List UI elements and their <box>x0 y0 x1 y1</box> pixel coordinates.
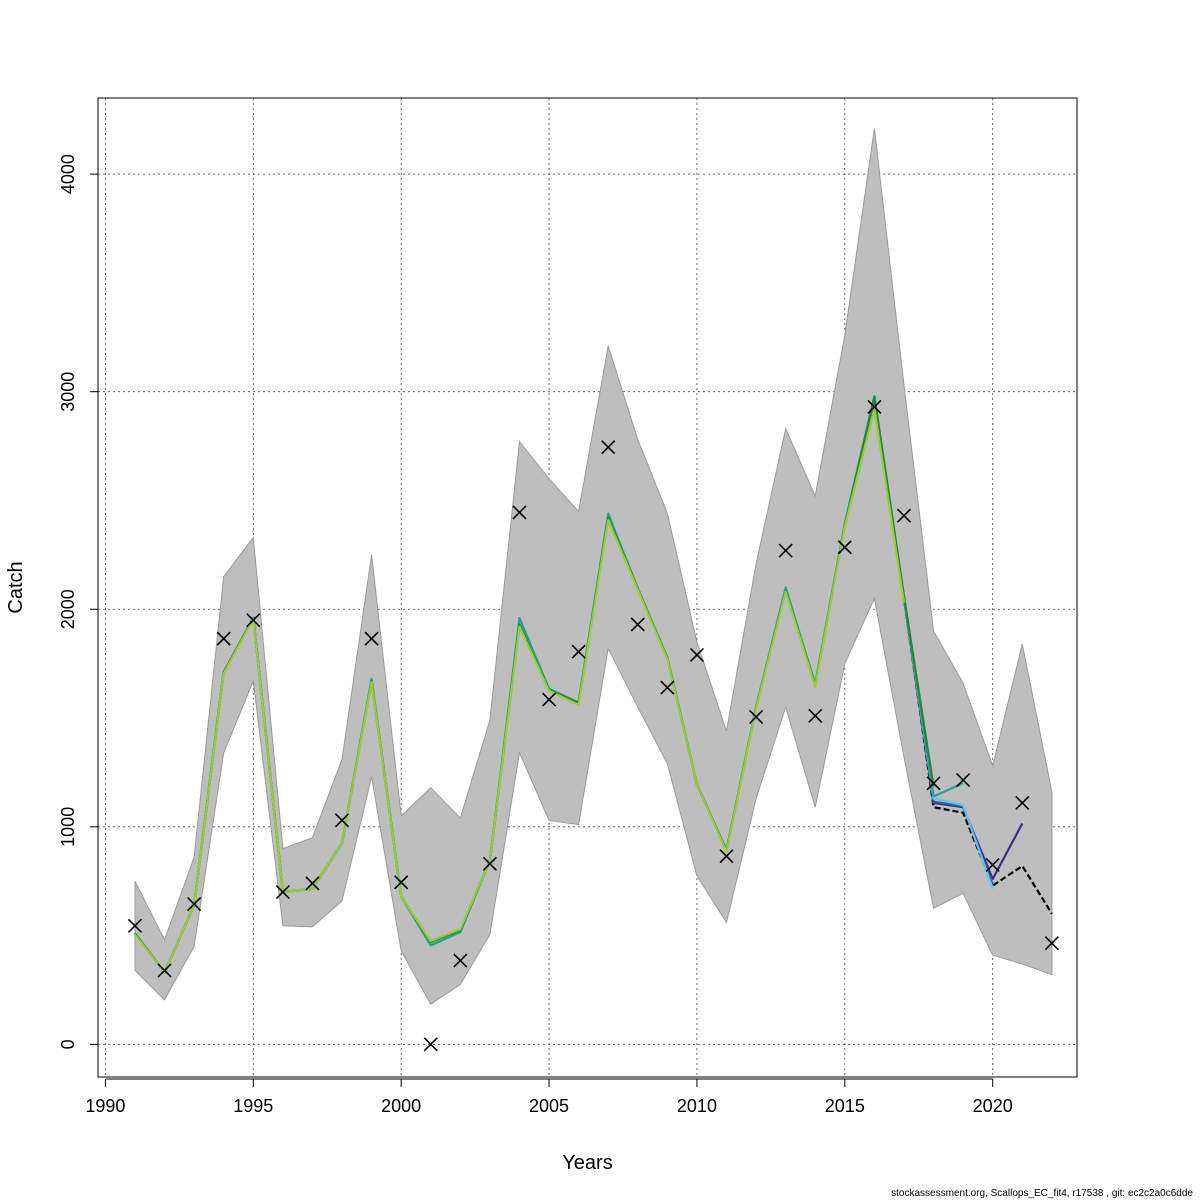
y-axis-title: Catch <box>5 561 27 613</box>
y-tick-label: 1000 <box>58 807 78 847</box>
x-tick-label: 2010 <box>677 1096 717 1116</box>
marker-stroke <box>246 613 261 628</box>
marker-stroke <box>423 1037 438 1052</box>
observation-marker <box>394 875 409 890</box>
x-tick-label: 2000 <box>381 1096 421 1116</box>
observation-marker <box>305 876 320 891</box>
x-axis-title: Years <box>562 1152 612 1174</box>
confidence-band-layer <box>134 128 1053 1005</box>
observation-marker <box>571 644 586 659</box>
marker-stroke <box>926 776 941 791</box>
x-tick-label: 1990 <box>85 1096 125 1116</box>
marker-stroke <box>867 399 882 414</box>
y-tick-label: 4000 <box>58 154 78 194</box>
marker-stroke <box>541 692 557 707</box>
observation-marker <box>453 953 468 968</box>
marker-stroke <box>837 540 852 555</box>
observation-marker <box>956 772 971 788</box>
observation-marker <box>482 856 497 871</box>
marker-stroke <box>334 813 350 828</box>
observation-marker <box>187 896 202 912</box>
x-tick-label: 2015 <box>825 1096 865 1116</box>
observation-marker <box>1044 936 1059 951</box>
observation-marker <box>749 709 764 725</box>
y-tick-label: 2000 <box>58 589 78 629</box>
y-tick-label: 0 <box>58 1039 78 1049</box>
observation-marker <box>512 505 527 520</box>
x-tick-label: 1995 <box>233 1096 273 1116</box>
marker-stroke <box>482 856 497 871</box>
observation-marker <box>837 540 852 555</box>
observation-marker <box>778 543 793 558</box>
marker-stroke <box>601 440 616 455</box>
marker-stroke <box>571 644 586 659</box>
observation-marker <box>630 617 645 632</box>
marker-stroke <box>157 963 172 978</box>
observation-marker <box>808 708 823 723</box>
marker-stroke <box>1044 936 1059 951</box>
marker-stroke <box>956 772 971 788</box>
observation-marker <box>719 849 734 864</box>
marker-stroke <box>1015 795 1030 810</box>
marker-stroke <box>305 876 320 891</box>
observation-marker <box>601 440 616 455</box>
marker-stroke <box>749 709 764 725</box>
marker-stroke <box>364 631 379 646</box>
marker-stroke <box>127 918 143 933</box>
observation-marker <box>660 680 675 695</box>
observation-marker <box>334 813 350 828</box>
y-tick-label: 3000 <box>58 372 78 412</box>
marker-stroke <box>512 505 527 520</box>
marker-stroke <box>630 617 645 632</box>
observation-marker <box>1015 795 1030 810</box>
marker-stroke <box>394 875 409 890</box>
marker-stroke <box>778 543 793 558</box>
observation-marker <box>127 918 143 933</box>
observation-marker <box>364 631 379 646</box>
observation-marker <box>423 1037 438 1052</box>
marker-stroke <box>187 896 202 912</box>
observations-layer <box>127 399 1059 1052</box>
x-tick-label: 2005 <box>529 1096 569 1116</box>
marker-stroke <box>985 857 1000 872</box>
observation-marker <box>985 857 1000 872</box>
observation-marker <box>541 692 557 707</box>
marker-stroke <box>689 647 705 663</box>
x-axis: 1990 1995 2000 2005 2010 2015 2020 <box>85 1078 1013 1116</box>
observation-marker <box>867 399 882 414</box>
marker-stroke <box>453 953 468 968</box>
observation-marker <box>216 631 231 646</box>
observation-marker <box>689 647 705 663</box>
observation-marker <box>157 963 172 978</box>
marker-stroke <box>275 885 290 900</box>
marker-stroke <box>660 680 675 695</box>
marker-stroke <box>896 508 912 523</box>
observation-marker <box>246 613 261 628</box>
marker-stroke <box>216 631 231 646</box>
observation-marker <box>275 885 290 900</box>
confidence-band <box>134 128 1053 1005</box>
marker-stroke <box>719 849 734 864</box>
x-tick-label: 2020 <box>973 1096 1013 1116</box>
series-line-6 <box>134 408 906 974</box>
observation-marker <box>896 508 912 523</box>
y-axis: 0 1000 2000 3000 4000 <box>58 154 99 1049</box>
observation-marker <box>926 776 941 791</box>
footer-credit: stockassessment.org, Scallops_EC_fit4, r… <box>891 1188 1193 1199</box>
marker-stroke <box>808 708 823 723</box>
